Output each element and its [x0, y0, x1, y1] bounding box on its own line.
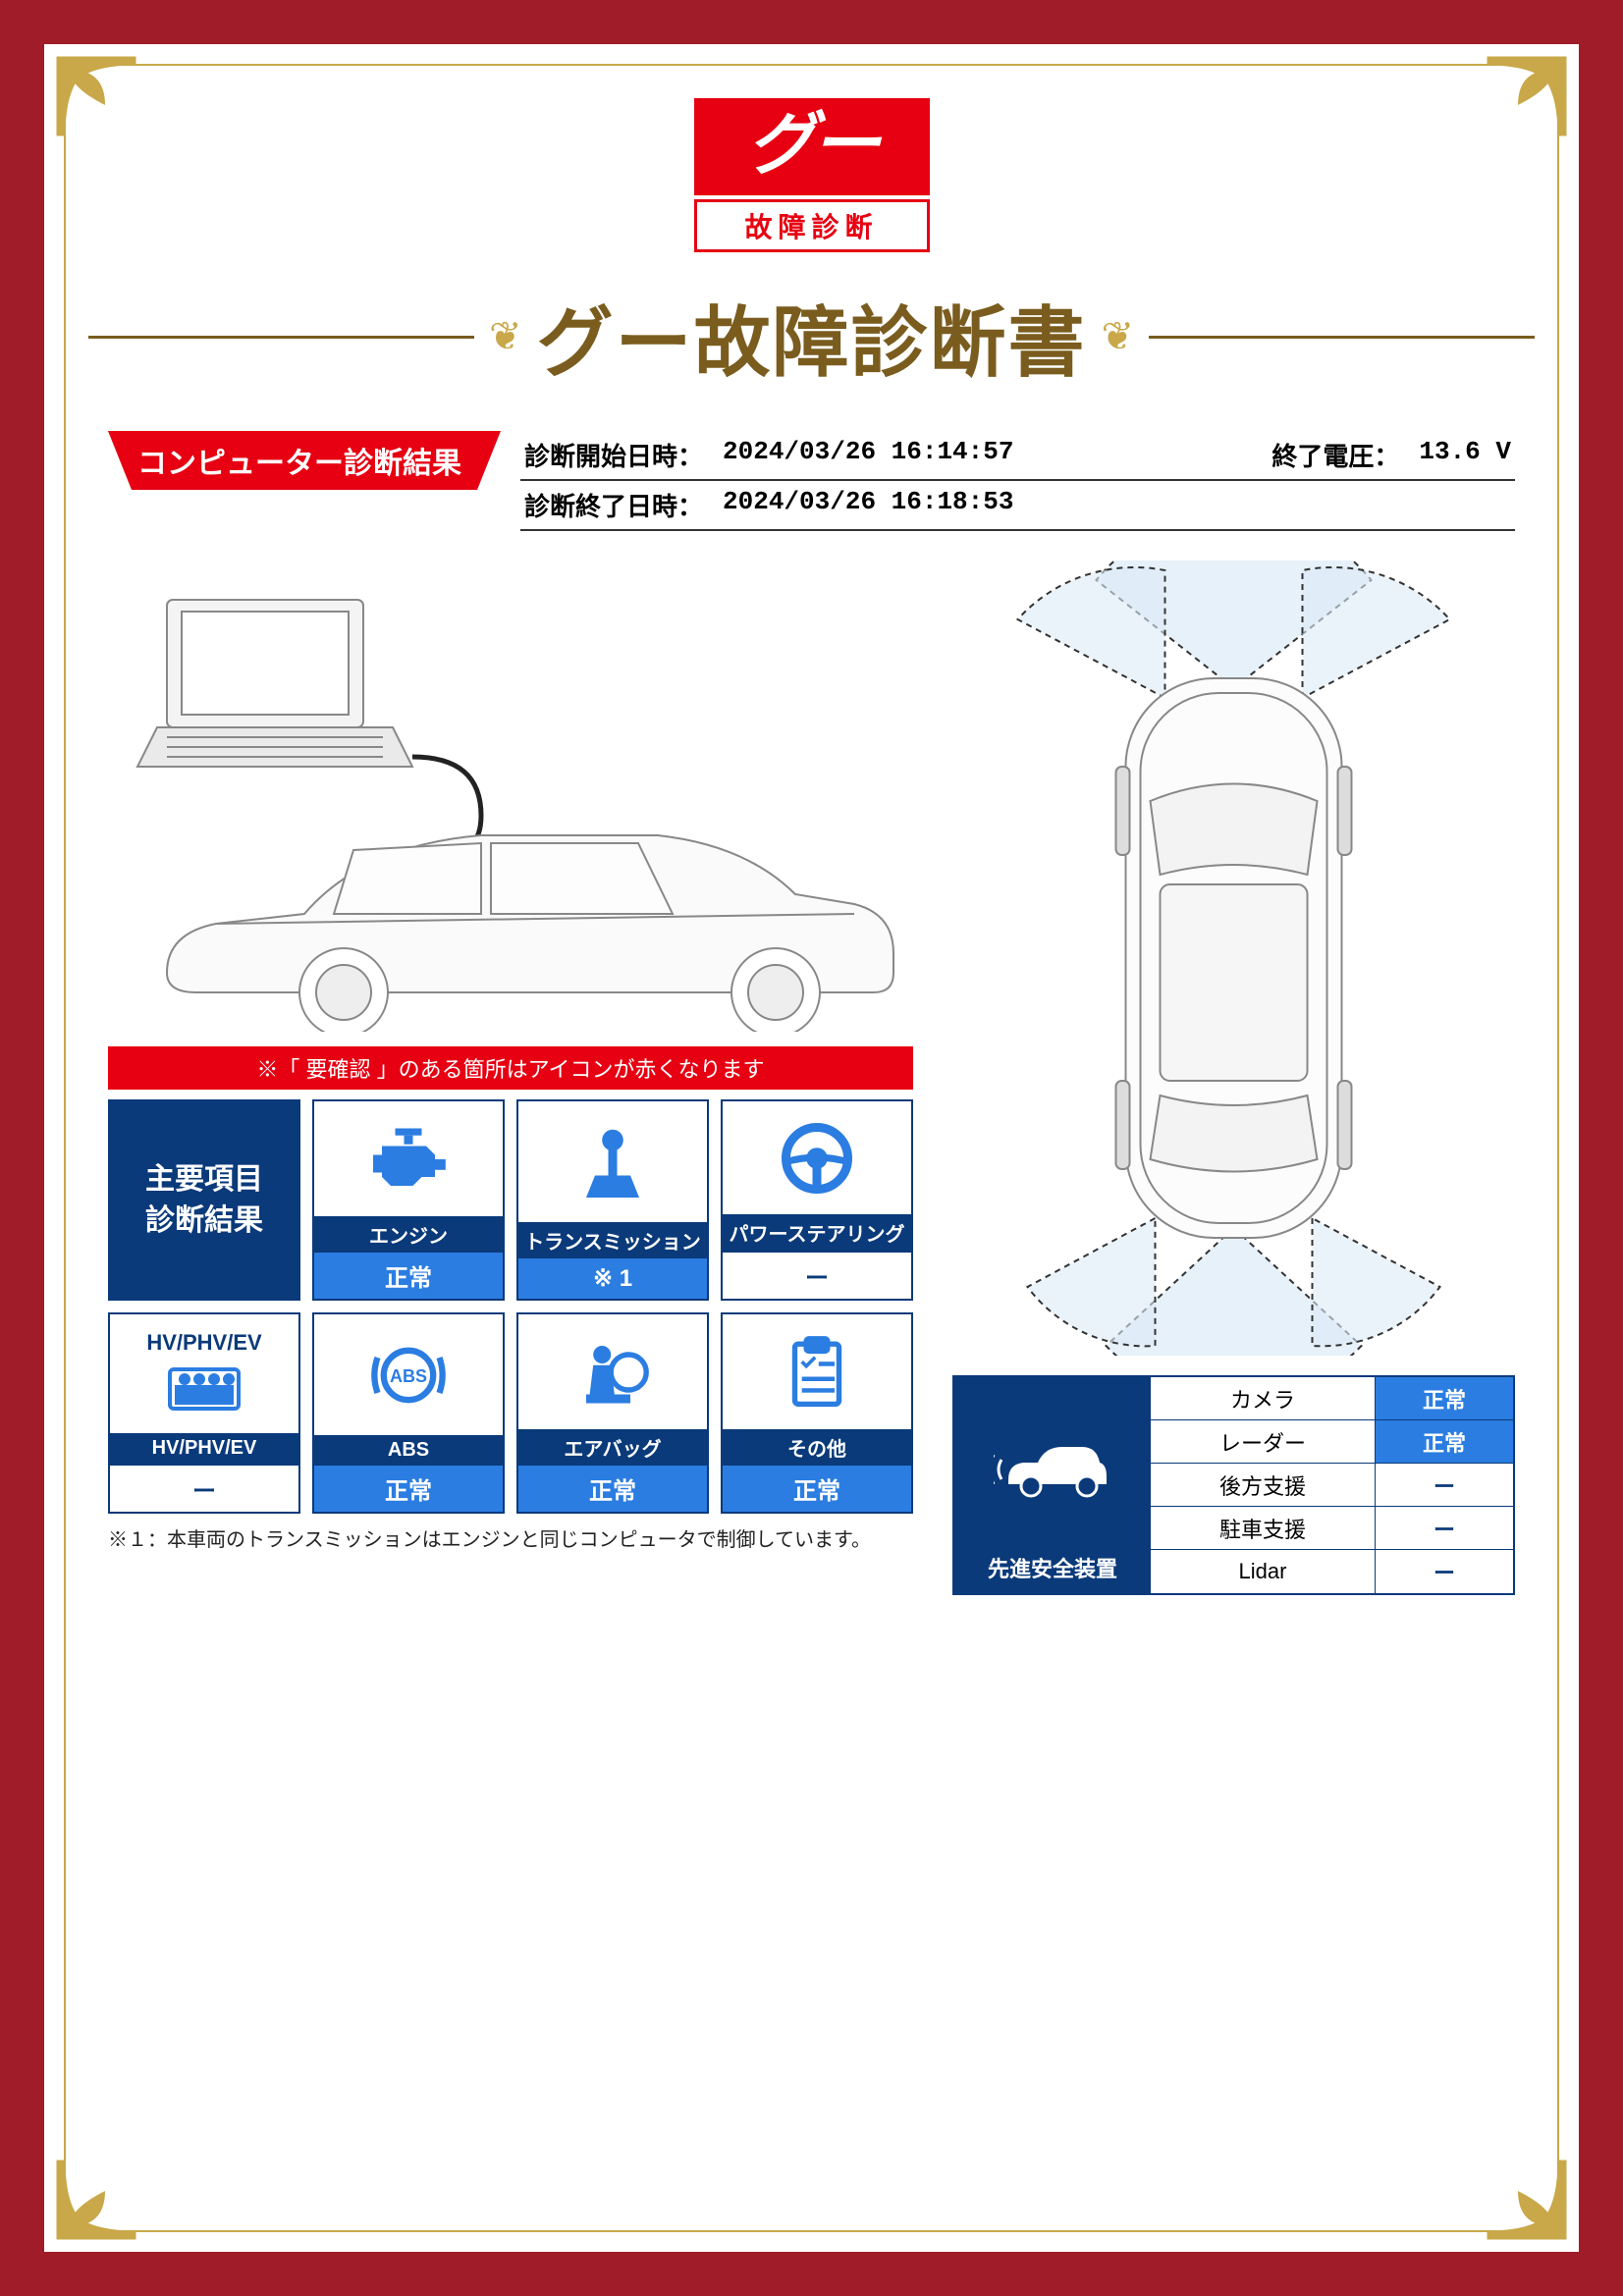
adv-row-park: 駐車支援 ー	[1151, 1507, 1513, 1550]
car-top-illustration	[952, 561, 1515, 1356]
car-side-illustration	[108, 561, 913, 1032]
diagnosis-grid: 主要項目 診断結果 エンジン 正常 トランスミッション	[108, 1099, 913, 1514]
engine-status: 正常	[314, 1253, 503, 1299]
adv-stat-4: ー	[1376, 1550, 1513, 1593]
adv-name-2: 後方支援	[1151, 1464, 1376, 1506]
title-row: ❦ グー故障診断書 ❦	[88, 282, 1535, 392]
cell-airbag: エアバッグ 正常	[516, 1312, 709, 1514]
cell-engine: エンジン 正常	[312, 1099, 505, 1301]
advanced-title: 先進安全装置	[988, 1552, 1117, 1583]
abs-icon: ABS	[314, 1314, 503, 1435]
end-value: 2024/03/26 16:18:53	[723, 487, 1511, 523]
note-bar: ※「 要確認 」のある箇所はアイコンが赤くなります	[108, 1046, 913, 1090]
cell-power-steering: パワーステアリング ー	[721, 1099, 913, 1301]
adv-name-1: レーダー	[1151, 1420, 1376, 1463]
hv-icon: HV/PHV/EV	[110, 1314, 298, 1433]
cell-abs: ABS ABS 正常	[312, 1312, 505, 1514]
advanced-rows: カメラ 正常 レーダー 正常 後方支援 ー 駐車支援	[1151, 1377, 1513, 1593]
hv-top-text: HV/PHV/EV	[146, 1330, 261, 1356]
steering-icon	[723, 1101, 911, 1214]
transmission-status: ※ 1	[518, 1258, 707, 1299]
airbag-icon	[518, 1314, 707, 1429]
logo-brand: グー	[694, 98, 930, 195]
volt-value: 13.6 V	[1419, 437, 1511, 473]
meta-table: 診断開始日時： 2024/03/26 16:14:57 終了電圧： 13.6 V…	[520, 431, 1515, 531]
adv-row-lidar: Lidar ー	[1151, 1550, 1513, 1593]
corner-ornament-tl	[52, 52, 140, 140]
main-items-header-text: 主要項目 診断結果	[145, 1159, 263, 1242]
corner-ornament-tr	[1483, 52, 1571, 140]
adv-name-0: カメラ	[1151, 1377, 1376, 1419]
airbag-status: 正常	[518, 1466, 707, 1512]
start-value: 2024/03/26 16:14:57	[723, 437, 1252, 473]
adv-row-camera: カメラ 正常	[1151, 1377, 1513, 1420]
start-label: 診断開始日時：	[524, 437, 703, 473]
other-label: その他	[723, 1429, 911, 1466]
section-tab: コンピューター診断結果	[108, 431, 501, 490]
page: グー 故障診断 ❦ グー故障診断書 ❦ コンピューター診断結果 診断開始日時： …	[44, 44, 1579, 2252]
abs-status: 正常	[314, 1466, 503, 1512]
corner-ornament-bl	[52, 2156, 140, 2244]
advanced-safety-table: 先進安全装置 カメラ 正常 レーダー 正常 後方支援 ー	[952, 1375, 1515, 1595]
adv-stat-3: ー	[1376, 1507, 1513, 1549]
left-column: ※「 要確認 」のある箇所はアイコンが赤くなります 主要項目 診断結果 エンジン…	[108, 561, 913, 1595]
volt-label: 終了電圧：	[1271, 437, 1399, 473]
logo: グー 故障診断	[694, 98, 930, 252]
engine-label: エンジン	[314, 1216, 503, 1253]
document-title: グー故障診断書	[537, 282, 1087, 392]
meta-row-start: 診断開始日時： 2024/03/26 16:14:57 終了電圧： 13.6 V	[520, 431, 1515, 481]
section-header: コンピューター診断結果 診断開始日時： 2024/03/26 16:14:57 …	[108, 431, 1515, 531]
adv-row-radar: レーダー 正常	[1151, 1420, 1513, 1464]
adv-name-4: Lidar	[1151, 1550, 1376, 1593]
other-status: 正常	[723, 1466, 911, 1512]
power-steering-status: ー	[723, 1251, 911, 1299]
cell-other: その他 正常	[721, 1312, 913, 1514]
adv-row-rear: 後方支援 ー	[1151, 1464, 1513, 1507]
certificate-frame: グー 故障診断 ❦ グー故障診断書 ❦ コンピューター診断結果 診断開始日時： …	[0, 0, 1623, 2296]
advanced-left: 先進安全装置	[954, 1377, 1151, 1593]
car-small-icon	[994, 1387, 1111, 1552]
abs-label: ABS	[314, 1435, 503, 1466]
logo-subtitle: 故障診断	[694, 199, 930, 252]
meta-row-end: 診断終了日時： 2024/03/26 16:18:53	[520, 481, 1515, 531]
adv-stat-1: 正常	[1376, 1420, 1513, 1463]
corner-ornament-br	[1483, 2156, 1571, 2244]
footnote: ※１：本車両のトランスミッションはエンジンと同じコンピュータで制御しています。	[108, 1523, 913, 1552]
hv-label: HV/PHV/EV	[110, 1433, 298, 1464]
hv-status: ー	[110, 1464, 298, 1512]
flourish-right-icon: ❦	[1102, 314, 1135, 359]
transmission-label: トランスミッション	[518, 1222, 707, 1258]
adv-name-3: 駐車支援	[1151, 1507, 1376, 1549]
cell-transmission: トランスミッション ※ 1	[516, 1099, 709, 1301]
main-items-header: 主要項目 診断結果	[108, 1099, 300, 1301]
svg-text:ABS: ABS	[390, 1366, 427, 1386]
transmission-icon	[518, 1101, 707, 1222]
flourish-left-icon: ❦	[489, 314, 522, 359]
clipboard-icon	[723, 1314, 911, 1429]
engine-icon	[314, 1101, 503, 1216]
title-line-left	[88, 336, 474, 339]
right-column: 先進安全装置 カメラ 正常 レーダー 正常 後方支援 ー	[952, 561, 1515, 1595]
cell-hv: HV/PHV/EV HV/PHV/EV ー	[108, 1312, 300, 1514]
adv-stat-0: 正常	[1376, 1377, 1513, 1419]
body: ※「 要確認 」のある箇所はアイコンが赤くなります 主要項目 診断結果 エンジン…	[108, 561, 1515, 1595]
title-line-right	[1149, 336, 1535, 339]
adv-stat-2: ー	[1376, 1464, 1513, 1506]
power-steering-label: パワーステアリング	[723, 1214, 911, 1251]
end-label: 診断終了日時：	[524, 487, 703, 523]
airbag-label: エアバッグ	[518, 1429, 707, 1466]
